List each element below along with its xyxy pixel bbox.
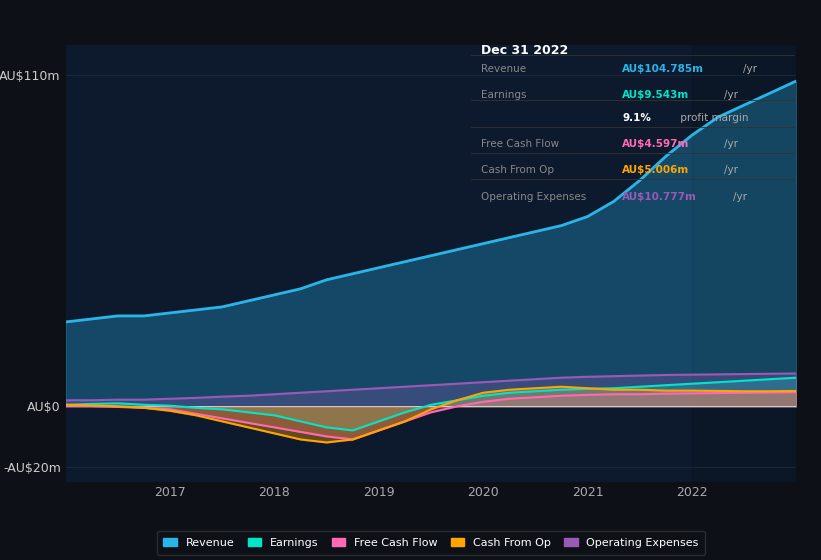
Text: /yr: /yr [733, 192, 747, 202]
Text: AU$10.777m: AU$10.777m [622, 192, 697, 202]
Text: /yr: /yr [724, 139, 738, 149]
Text: AU$9.543m: AU$9.543m [622, 90, 690, 100]
Bar [692, 45, 796, 482]
Text: Operating Expenses: Operating Expenses [481, 192, 586, 202]
Text: 9.1%: 9.1% [622, 113, 651, 123]
Text: /yr: /yr [742, 64, 757, 74]
Text: Earnings: Earnings [481, 90, 526, 100]
Text: AU$104.785m: AU$104.785m [622, 64, 704, 74]
Text: /yr: /yr [724, 90, 738, 100]
Text: Dec 31 2022: Dec 31 2022 [481, 44, 568, 57]
Text: Revenue: Revenue [481, 64, 525, 74]
Text: Free Cash Flow: Free Cash Flow [481, 139, 559, 149]
Text: /yr: /yr [724, 165, 738, 175]
Text: AU$4.597m: AU$4.597m [622, 139, 690, 149]
Text: AU$5.006m: AU$5.006m [622, 165, 690, 175]
Text: profit margin: profit margin [677, 113, 748, 123]
Legend: Revenue, Earnings, Free Cash Flow, Cash From Op, Operating Expenses: Revenue, Earnings, Free Cash Flow, Cash … [157, 531, 705, 554]
Text: Cash From Op: Cash From Op [481, 165, 553, 175]
